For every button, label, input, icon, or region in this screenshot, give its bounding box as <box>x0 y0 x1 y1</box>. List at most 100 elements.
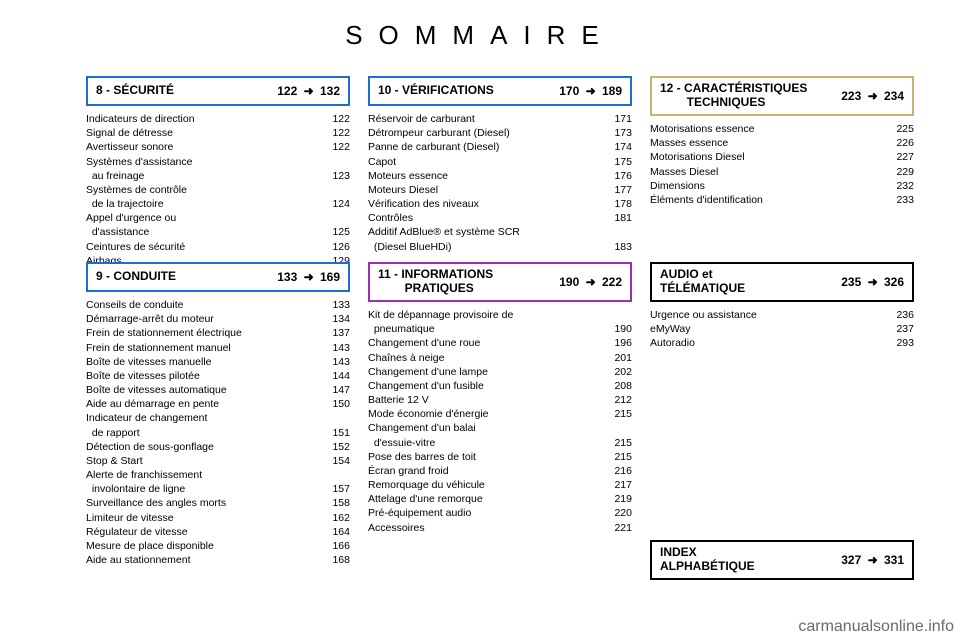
toc-entry: Changement d'une roue 196 <box>368 336 632 350</box>
toc-entry-page: 221 <box>606 521 632 535</box>
section-heading-audio: AUDIO et TÉLÉMATIQUE235 ➜ 326 <box>650 262 914 302</box>
toc-entry: Aide au démarrage en pente 150 <box>86 397 350 411</box>
toc-entry: Remorquage du véhicule217 <box>368 478 632 492</box>
toc-entry: Boîte de vitesses manuelle143 <box>86 355 350 369</box>
toc-entry-label: Alerte de franchissement <box>86 468 202 482</box>
toc-entry: Frein de stationnement manuel143 <box>86 341 350 355</box>
toc-entry-page: 201 <box>606 351 632 365</box>
section-heading-label: 8 - SÉCURITÉ <box>96 84 174 98</box>
toc-entry-page <box>624 421 632 435</box>
toc-entry: eMyWay237 <box>650 322 914 336</box>
section-heading-s11: 11 - INFORMATIONS PRATIQUES190 ➜ 222 <box>368 262 632 302</box>
toc-entry-page <box>624 225 632 239</box>
toc-entry-label: Motorisations essence <box>650 122 754 136</box>
toc-entry-label: Boîte de vitesses automatique <box>86 383 227 397</box>
toc-entry-label: Attelage d'une remorque <box>368 492 483 506</box>
toc-entry: Indicateurs de direction122 <box>86 112 350 126</box>
toc-entry-label: Systèmes d'assistance <box>86 155 192 169</box>
toc-entry-label: pneumatique <box>368 322 435 336</box>
toc-entry-page: 150 <box>324 397 350 411</box>
toc-entry-page: 175 <box>606 155 632 169</box>
toc-entry-page: 134 <box>324 312 350 326</box>
toc-entry-label: Appel d'urgence ou <box>86 211 176 225</box>
toc-entry-label: Pré-équipement audio <box>368 506 471 520</box>
section-heading-index: INDEX ALPHABÉTIQUE327 ➜ 331 <box>650 540 914 580</box>
toc-entry-page: 133 <box>324 298 350 312</box>
toc-entry-page <box>342 183 350 197</box>
toc-entry-page <box>624 308 632 322</box>
toc-entry-page: 233 <box>888 193 914 207</box>
section-heading-range: 327 ➜ 331 <box>841 553 904 567</box>
toc-entry: involontaire de ligne157 <box>86 482 350 496</box>
toc-entry-page: 154 <box>324 454 350 468</box>
toc-entry-label: Panne de carburant (Diesel) <box>368 140 499 154</box>
toc-entry-label: Motorisations Diesel <box>650 150 745 164</box>
toc-entry: Détrompeur carburant (Diesel) 173 <box>368 126 632 140</box>
toc-entry-page: 157 <box>324 482 350 496</box>
toc-entry-page <box>342 411 350 425</box>
toc-entry-page: 123 <box>324 169 350 183</box>
toc-entry-page: 216 <box>606 464 632 478</box>
toc-entry-label: Frein de stationnement électrique <box>86 326 242 340</box>
toc-entry: Boîte de vitesses pilotée144 <box>86 369 350 383</box>
toc-entry-label: Changement d'une lampe <box>368 365 488 379</box>
toc-entry: Éléments d'identification233 <box>650 193 914 207</box>
toc-entry-label: Écran grand froid <box>368 464 449 478</box>
toc-entry-page: 212 <box>606 393 632 407</box>
toc-entry: Écran grand froid 216 <box>368 464 632 478</box>
toc-entry-page: 166 <box>324 539 350 553</box>
toc-entry-page: 196 <box>606 336 632 350</box>
toc-entry-page: 177 <box>606 183 632 197</box>
watermark: carmanualsonline.info <box>798 618 954 636</box>
toc-entry: au freinage123 <box>86 169 350 183</box>
toc-entry-page: 152 <box>324 440 350 454</box>
toc-entry-label: Batterie 12 V <box>368 393 429 407</box>
toc-entry-page: 215 <box>606 436 632 450</box>
toc-entry: Démarrage-arrêt du moteur134 <box>86 312 350 326</box>
toc-entry: Signal de détresse122 <box>86 126 350 140</box>
section-heading-label: 10 - VÉRIFICATIONS <box>378 84 494 98</box>
section-heading-s12: 12 - CARACTÉRISTIQUES TECHNIQUES223 ➜ 23… <box>650 76 914 116</box>
toc-entry: Moteurs Diesel177 <box>368 183 632 197</box>
toc-entry-page: 122 <box>324 140 350 154</box>
toc-entry-page: 226 <box>888 136 914 150</box>
toc-entry-label: Aide au démarrage en pente <box>86 397 219 411</box>
toc-entry: Kit de dépannage provisoire de <box>368 308 632 322</box>
toc-entry-page <box>342 155 350 169</box>
toc-entry-page: 237 <box>888 322 914 336</box>
toc-entry: Réservoir de carburant171 <box>368 112 632 126</box>
toc-entry-label: Aide au stationnement <box>86 553 191 567</box>
toc-entry-label: Ceintures de sécurité <box>86 240 185 254</box>
toc-entry: Pose des barres de toit215 <box>368 450 632 464</box>
toc-entry-label: Urgence ou assistance <box>650 308 757 322</box>
toc-entry: Changement d'une lampe202 <box>368 365 632 379</box>
toc-entry: Changement d'un fusible208 <box>368 379 632 393</box>
toc-entry-label: Détrompeur carburant (Diesel) <box>368 126 510 140</box>
toc-entry: Alerte de franchissement <box>86 468 350 482</box>
toc-entry-page: 225 <box>888 122 914 136</box>
toc-entry: Attelage d'une remorque219 <box>368 492 632 506</box>
toc-entry-label: Boîte de vitesses manuelle <box>86 355 212 369</box>
toc-entry: Limiteur de vitesse162 <box>86 511 350 525</box>
section-items-audio: Urgence ou assistance236eMyWay237Autorad… <box>650 308 914 351</box>
toc-entry: Surveillance des angles morts158 <box>86 496 350 510</box>
toc-entry: Ceintures de sécurité126 <box>86 240 350 254</box>
toc-entry: Avertisseur sonore122 <box>86 140 350 154</box>
toc-entry: Systèmes de contrôle <box>86 183 350 197</box>
section-heading-range: 133 ➜ 169 <box>277 270 340 284</box>
toc-entry-label: Changement d'une roue <box>368 336 480 350</box>
toc-entry-page: 190 <box>606 322 632 336</box>
toc-entry-page: 143 <box>324 341 350 355</box>
toc-entry: Capot175 <box>368 155 632 169</box>
toc-entry-label: Mesure de place disponible <box>86 539 214 553</box>
section-heading-label: 11 - INFORMATIONS PRATIQUES <box>378 268 493 296</box>
toc-entry-page: 176 <box>606 169 632 183</box>
toc-entry-page: 173 <box>606 126 632 140</box>
toc-entry-page: 124 <box>324 197 350 211</box>
toc-entry-page: 151 <box>324 426 350 440</box>
section-items-s9: Conseils de conduite133Démarrage-arrêt d… <box>86 298 350 567</box>
toc-entry: Additif AdBlue® et système SCR <box>368 225 632 239</box>
toc-entry: d'essuie-vitre215 <box>368 436 632 450</box>
toc-entry: Motorisations essence 225 <box>650 122 914 136</box>
section-items-s12: Motorisations essence225Masses essence22… <box>650 122 914 207</box>
